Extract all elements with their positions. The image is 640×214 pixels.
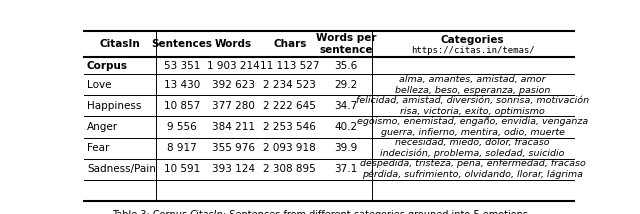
Text: : Sentences from different categories grouped into 5 emotions: : Sentences from different categories gr… — [223, 210, 528, 214]
Text: 13 430: 13 430 — [164, 80, 200, 90]
Text: Table 3: Corpus: Table 3: Corpus — [111, 210, 190, 214]
Text: necesidad, miedo, dolor, fracaso
indecisión, problema, soledad, suicidio: necesidad, miedo, dolor, fracaso indecis… — [380, 138, 565, 158]
Text: Sentences: Sentences — [152, 39, 212, 49]
Text: Sadness/Pain: Sadness/Pain — [87, 164, 156, 174]
Text: 2 093 918: 2 093 918 — [264, 143, 316, 153]
Text: Words per
sentence: Words per sentence — [316, 33, 376, 55]
Text: 393 124: 393 124 — [212, 164, 255, 174]
Text: 10 857: 10 857 — [164, 101, 200, 111]
Text: 10 591: 10 591 — [164, 164, 200, 174]
Text: https://citas.in/temas/: https://citas.in/temas/ — [411, 46, 534, 55]
Text: alma, amantes, amistad, amor
belleza, beso, esperanza, pasion: alma, amantes, amistad, amor belleza, be… — [395, 75, 550, 95]
Text: Table 3: Corpus CitasIn: Sentences from different categories grouped into 5 emot: Table 3: Corpus CitasIn: Sentences from … — [0, 213, 1, 214]
Text: 11 113 527: 11 113 527 — [260, 61, 319, 71]
Text: 40.2: 40.2 — [335, 122, 358, 132]
Text: Words: Words — [215, 39, 252, 49]
Text: egoismo, enemistad, engaño, envidia, venganza
guerra, infierno, mentira, odio, m: egoismo, enemistad, engaño, envidia, ven… — [357, 117, 588, 137]
Text: 35.6: 35.6 — [335, 61, 358, 71]
Text: Table 3: Corpus CitasIn: Sentences from different categories grouped into 5 emot: Table 3: Corpus CitasIn: Sentences from … — [0, 213, 1, 214]
Text: Chars: Chars — [273, 39, 307, 49]
Text: Happiness: Happiness — [87, 101, 141, 111]
Text: 1 903 214: 1 903 214 — [207, 61, 260, 71]
Text: CitasIn: CitasIn — [100, 39, 141, 49]
Text: 8 917: 8 917 — [167, 143, 197, 153]
Text: Table 3: Corpus: Table 3: Corpus — [0, 213, 1, 214]
Text: 355 976: 355 976 — [212, 143, 255, 153]
Text: Fear: Fear — [87, 143, 109, 153]
Text: Table 3: Corpus        : Sentences from different categories grouped into 5 emot: Table 3: Corpus : Sentences from differe… — [0, 213, 1, 214]
Text: Love: Love — [87, 80, 111, 90]
Text: 37.1: 37.1 — [335, 164, 358, 174]
Text: despedida, tristeza, pena, enfermedad, fracaso
pérdida, sufrimiento, olvidando, : despedida, tristeza, pena, enfermedad, f… — [360, 159, 586, 179]
Text: Corpus: Corpus — [87, 61, 128, 71]
Text: 53 351: 53 351 — [164, 61, 200, 71]
Text: CitasIn: CitasIn — [190, 210, 223, 214]
Text: 392 623: 392 623 — [212, 80, 255, 90]
Text: 34.7: 34.7 — [335, 101, 358, 111]
Text: 9 556: 9 556 — [167, 122, 197, 132]
Text: 29.2: 29.2 — [335, 80, 358, 90]
Text: Categories: Categories — [441, 35, 504, 45]
Text: 2 234 523: 2 234 523 — [264, 80, 316, 90]
Text: 2 222 645: 2 222 645 — [264, 101, 316, 111]
Text: 377 280: 377 280 — [212, 101, 255, 111]
Text: Anger: Anger — [87, 122, 118, 132]
Text: 2 308 895: 2 308 895 — [264, 164, 316, 174]
Text: felicidad, amistad, diversión, sonrisa, motivación
risa, victoria, exito, optimi: felicidad, amistad, diversión, sonrisa, … — [356, 96, 589, 116]
Text: 384 211: 384 211 — [212, 122, 255, 132]
Text: 2 253 546: 2 253 546 — [264, 122, 316, 132]
Text: 39.9: 39.9 — [335, 143, 358, 153]
Text: CitasIn: CitasIn — [0, 213, 1, 214]
